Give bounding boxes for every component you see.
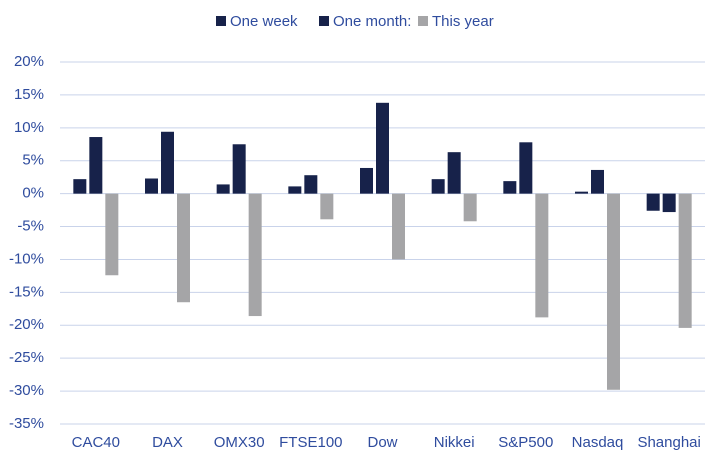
bar [447, 152, 461, 194]
x-tick-label: FTSE100 [279, 434, 342, 451]
bar [89, 137, 103, 194]
bar [304, 175, 318, 194]
y-tick-label: -30% [9, 382, 44, 399]
y-tick-label: 5% [22, 152, 44, 169]
bar [360, 167, 373, 194]
bar [575, 191, 588, 194]
y-tick-label: 0% [22, 185, 44, 202]
legend-label: One month: [333, 13, 411, 30]
bar [519, 142, 533, 194]
bar [392, 193, 405, 260]
bar [216, 184, 230, 194]
bar [232, 144, 246, 194]
legend-marker [418, 16, 428, 26]
bar [503, 181, 517, 194]
bar [288, 186, 302, 194]
y-tick-label: -15% [9, 283, 44, 300]
x-tick-label: CAC40 [72, 434, 120, 451]
bar [105, 193, 119, 276]
bar [607, 193, 620, 390]
x-tick-label: Dow [367, 434, 397, 451]
bar [320, 193, 334, 220]
y-tick-label: -25% [9, 349, 44, 366]
legend-label: One week [230, 13, 298, 30]
legend-marker [319, 16, 329, 26]
y-tick-label: 15% [14, 86, 44, 103]
x-tick-label: OMX30 [214, 434, 265, 451]
y-tick-label: -35% [9, 415, 44, 432]
bar [431, 179, 445, 194]
bar [678, 193, 692, 328]
x-tick-label: Shanghai [637, 434, 700, 451]
bar [161, 131, 174, 194]
bar [662, 193, 676, 213]
bar [145, 178, 158, 194]
bar [591, 169, 604, 194]
y-tick-label: -5% [17, 218, 44, 235]
y-tick-label: -20% [9, 316, 44, 333]
bar [376, 102, 389, 194]
y-tick-label: 20% [14, 53, 44, 70]
bar [177, 193, 190, 303]
bar [535, 193, 549, 318]
x-tick-label: Nasdaq [572, 434, 624, 451]
x-tick-label: Nikkei [434, 434, 475, 451]
x-tick-label: S&P500 [498, 434, 553, 451]
legend-marker [216, 16, 226, 26]
bar [248, 193, 262, 317]
bar [73, 179, 87, 194]
y-tick-label: -10% [9, 250, 44, 267]
bar [463, 193, 477, 222]
x-tick-label: DAX [152, 434, 183, 451]
y-tick-label: 10% [14, 119, 44, 136]
bar [646, 193, 660, 211]
legend-label: This year [432, 13, 494, 30]
